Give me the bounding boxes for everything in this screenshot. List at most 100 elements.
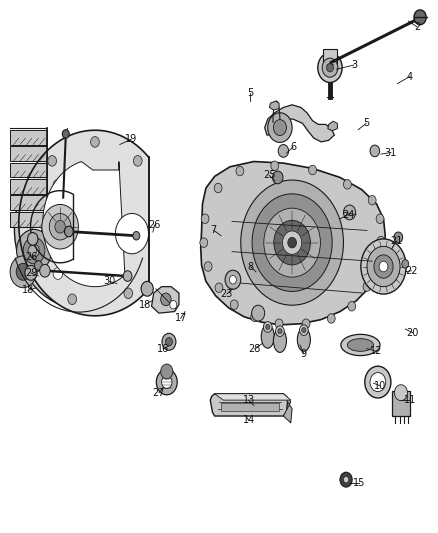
Circle shape — [10, 256, 36, 288]
Text: 15: 15 — [353, 478, 365, 488]
Circle shape — [241, 180, 343, 305]
Circle shape — [55, 220, 65, 233]
Circle shape — [133, 231, 140, 240]
Circle shape — [204, 262, 212, 271]
Text: 7: 7 — [211, 225, 217, 236]
Circle shape — [28, 232, 38, 245]
Circle shape — [16, 263, 30, 280]
Circle shape — [42, 205, 78, 249]
Circle shape — [271, 161, 279, 171]
Text: 18: 18 — [139, 300, 151, 310]
Circle shape — [394, 232, 403, 243]
Circle shape — [273, 119, 286, 135]
Circle shape — [322, 58, 338, 77]
Circle shape — [374, 255, 393, 278]
Text: 4: 4 — [406, 71, 413, 82]
Text: 21: 21 — [390, 236, 403, 246]
Circle shape — [348, 302, 356, 311]
Bar — [323, 49, 336, 64]
Polygon shape — [215, 394, 291, 400]
Circle shape — [367, 246, 400, 287]
Text: 25: 25 — [263, 171, 276, 180]
Circle shape — [278, 328, 282, 334]
Circle shape — [40, 264, 50, 277]
Circle shape — [53, 180, 63, 191]
Circle shape — [26, 165, 132, 294]
Circle shape — [265, 324, 270, 329]
Ellipse shape — [347, 338, 374, 351]
Circle shape — [61, 207, 97, 252]
Text: 6: 6 — [290, 142, 296, 152]
Circle shape — [200, 238, 208, 247]
Text: 14: 14 — [243, 415, 255, 425]
Bar — [10, 146, 47, 161]
Circle shape — [29, 244, 39, 257]
Circle shape — [343, 477, 349, 483]
Circle shape — [379, 261, 388, 272]
Circle shape — [124, 288, 133, 298]
Circle shape — [236, 166, 244, 176]
Circle shape — [302, 319, 310, 328]
Circle shape — [263, 321, 272, 332]
Polygon shape — [152, 287, 179, 313]
Circle shape — [95, 268, 105, 279]
Circle shape — [365, 366, 391, 398]
Text: 11: 11 — [404, 395, 417, 405]
Circle shape — [162, 333, 176, 350]
Circle shape — [215, 283, 223, 293]
Circle shape — [68, 294, 77, 304]
Circle shape — [363, 282, 371, 292]
Circle shape — [376, 214, 384, 223]
Circle shape — [302, 327, 306, 333]
Text: 13: 13 — [243, 395, 255, 405]
Text: 28: 28 — [248, 344, 261, 354]
Text: 2: 2 — [414, 22, 420, 32]
Circle shape — [156, 369, 177, 395]
Text: 31: 31 — [385, 148, 397, 158]
Circle shape — [327, 314, 335, 323]
Circle shape — [166, 337, 173, 346]
Circle shape — [275, 319, 283, 328]
Circle shape — [343, 205, 356, 220]
Polygon shape — [43, 161, 125, 287]
Circle shape — [318, 53, 342, 83]
Circle shape — [300, 325, 308, 335]
Circle shape — [370, 145, 380, 157]
Polygon shape — [283, 397, 292, 423]
Circle shape — [32, 223, 42, 235]
Text: 5: 5 — [363, 118, 369, 128]
Ellipse shape — [341, 334, 380, 356]
Circle shape — [48, 156, 57, 166]
Text: 22: 22 — [405, 266, 417, 276]
Text: 24: 24 — [343, 209, 355, 220]
Circle shape — [161, 293, 171, 306]
Text: 26: 26 — [25, 252, 37, 262]
Circle shape — [14, 151, 143, 308]
Text: 3: 3 — [351, 60, 357, 70]
Bar — [10, 130, 47, 144]
Ellipse shape — [297, 328, 311, 351]
Circle shape — [309, 165, 317, 175]
Circle shape — [274, 220, 311, 265]
Text: 8: 8 — [247, 262, 254, 271]
Text: 9: 9 — [301, 349, 307, 359]
Circle shape — [161, 364, 173, 379]
Circle shape — [361, 239, 406, 294]
Polygon shape — [265, 105, 334, 142]
Text: 16: 16 — [157, 344, 170, 354]
Circle shape — [225, 270, 241, 289]
Polygon shape — [210, 394, 288, 416]
Text: 19: 19 — [125, 134, 137, 144]
Polygon shape — [269, 101, 279, 110]
Circle shape — [394, 385, 407, 401]
Text: 5: 5 — [247, 87, 254, 98]
Circle shape — [268, 113, 292, 142]
Circle shape — [71, 220, 87, 239]
Circle shape — [25, 265, 37, 280]
Bar — [392, 391, 410, 416]
Circle shape — [23, 237, 45, 264]
Circle shape — [214, 183, 222, 193]
Circle shape — [116, 223, 126, 235]
Ellipse shape — [273, 329, 286, 352]
Circle shape — [141, 281, 153, 296]
